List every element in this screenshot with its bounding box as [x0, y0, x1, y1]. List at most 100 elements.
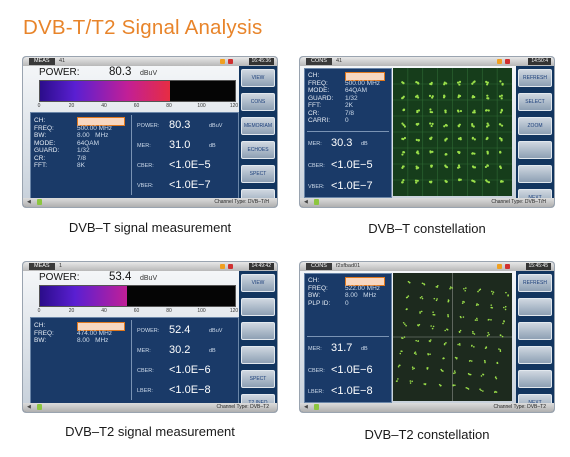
- constellation-point: [418, 323, 421, 326]
- clock: 14:49:42: [248, 263, 274, 270]
- constellation-point: [490, 290, 493, 293]
- constellation-point: [433, 297, 436, 300]
- constellation-point: [484, 347, 487, 350]
- constellation-point: [458, 178, 461, 181]
- constellation-point: [473, 138, 476, 141]
- status-number: 41: [336, 58, 343, 64]
- constellation-point: [500, 97, 503, 100]
- constellation-point: [458, 166, 461, 169]
- constellation-point: [456, 81, 460, 84]
- constellation-point: [458, 83, 461, 86]
- softkey-blank[interactable]: [241, 346, 275, 364]
- power-unit: dBuV: [140, 70, 158, 77]
- back-arrow-icon[interactable]: ◀: [27, 404, 31, 410]
- status-bar: MEAS 41 16:45:36: [23, 57, 277, 66]
- mer-value: 31.7: [331, 342, 353, 354]
- clock: 16:45:36: [248, 58, 274, 65]
- softkey-spect[interactable]: SPECT: [241, 165, 275, 183]
- constellation-point: [406, 308, 408, 310]
- softkey-refresh[interactable]: REFRESH: [518, 69, 552, 87]
- info-labels: CH: FREQ: BW: MODE: GUARD: CR: FFT:: [34, 117, 60, 169]
- row-unit: dBuV: [209, 123, 223, 129]
- constellation-point: [443, 83, 446, 86]
- meas-tab[interactable]: MEAS: [29, 263, 55, 270]
- constellation-point: [428, 94, 432, 97]
- row-label: MER:: [137, 143, 151, 149]
- constellation-point: [453, 372, 455, 375]
- softkey-blank[interactable]: [518, 298, 552, 316]
- lock-icon: [314, 404, 319, 410]
- constellation-point: [421, 282, 424, 285]
- cons-tab[interactable]: CONS: [306, 263, 332, 270]
- constellation-point: [473, 333, 476, 335]
- constellation-point: [401, 153, 404, 156]
- softkey-column: VIEW CONS MEMORIAM ECHOES SPECT: [241, 69, 275, 207]
- softkey-spect[interactable]: SPECT: [241, 370, 275, 388]
- softkey-memoriam[interactable]: MEMORIAM: [241, 117, 275, 135]
- constellation-point: [461, 302, 464, 304]
- channel-input[interactable]: [77, 117, 125, 126]
- back-arrow-icon[interactable]: ◀: [27, 199, 31, 205]
- constellation-point: [432, 325, 435, 328]
- signal-icon: [228, 59, 233, 64]
- constellation-point: [470, 360, 473, 362]
- power-unit: dBuV: [140, 275, 158, 282]
- cons-tab[interactable]: CONS: [306, 58, 332, 65]
- constellation-point: [499, 334, 502, 337]
- softkey-cons[interactable]: CONS: [241, 93, 275, 111]
- softkey-blank[interactable]: [241, 322, 275, 340]
- softkey-blank[interactable]: [241, 298, 275, 316]
- constellation-point: [451, 287, 453, 289]
- constellation-point: [429, 122, 432, 125]
- constellation-point: [432, 313, 435, 316]
- constellation-point: [485, 137, 488, 141]
- constellation-point: [429, 353, 431, 355]
- info-labels: CH: FREQ: MODE: GUARD: FFT: CR: CARRI:: [308, 72, 334, 124]
- caption-dvbt2-constellation: DVB–T2 constellation: [364, 427, 490, 442]
- constellation-point: [424, 383, 427, 386]
- constellation-point: [499, 123, 502, 126]
- back-arrow-icon[interactable]: ◀: [304, 404, 308, 410]
- constellation-point: [452, 384, 455, 386]
- constellation-point: [458, 342, 461, 345]
- constellation-point: [435, 299, 438, 302]
- constellation-point: [429, 137, 432, 140]
- softkey-select[interactable]: SELECT: [518, 93, 552, 111]
- softkey-blank[interactable]: [518, 322, 552, 340]
- softkey-view[interactable]: VIEW: [241, 69, 275, 87]
- constellation-point: [409, 382, 412, 384]
- constellation-point: [487, 319, 490, 321]
- scale-tick: 60: [133, 308, 140, 314]
- softkey-blank[interactable]: [518, 346, 552, 364]
- channel-type: Channel Type: DVB–T2: [216, 404, 269, 410]
- constellation-point: [473, 109, 476, 112]
- constellation-point: [504, 305, 507, 308]
- softkey-refresh[interactable]: REFRESH: [518, 274, 552, 292]
- vber-label: VBER:: [308, 184, 325, 190]
- softkey-echoes[interactable]: ECHOES: [241, 141, 275, 159]
- channel-input[interactable]: [345, 72, 385, 81]
- softkey-view[interactable]: VIEW: [241, 274, 275, 292]
- constellation-point: [415, 81, 418, 84]
- constellation-panel: CH: FREQ: BW: PLP ID: 522.00 MHz 8.00 MH…: [300, 271, 516, 403]
- constellation-diagram: [393, 68, 512, 196]
- constellation-point: [415, 339, 417, 342]
- constellation-point: [401, 337, 404, 340]
- channel-input[interactable]: [77, 322, 125, 331]
- constellation-point: [415, 353, 417, 355]
- constellation-point: [403, 336, 406, 338]
- info-labels: CH: FREQ: BW:: [34, 322, 54, 344]
- softkey-blank[interactable]: [518, 141, 552, 159]
- constellation-point: [488, 333, 490, 336]
- constellation-point: [409, 380, 412, 382]
- softkey-blank[interactable]: [518, 165, 552, 183]
- back-arrow-icon[interactable]: ◀: [304, 199, 308, 205]
- meas-tab[interactable]: MEAS: [29, 58, 55, 65]
- scale-tick: 40: [101, 308, 107, 314]
- softkey-column: VIEWSPECTT2 INFO: [241, 274, 275, 412]
- channel-input[interactable]: [345, 277, 385, 286]
- softkey-zoom[interactable]: ZOOM: [518, 117, 552, 135]
- bargraph-scale: 0 20 40 60 80 100 120: [38, 308, 239, 314]
- constellation-point: [419, 296, 422, 299]
- softkey-blank[interactable]: [518, 370, 552, 388]
